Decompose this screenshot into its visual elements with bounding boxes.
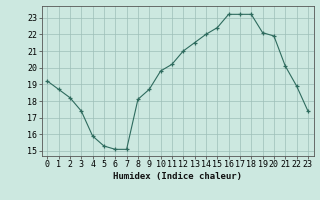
X-axis label: Humidex (Indice chaleur): Humidex (Indice chaleur) bbox=[113, 172, 242, 181]
